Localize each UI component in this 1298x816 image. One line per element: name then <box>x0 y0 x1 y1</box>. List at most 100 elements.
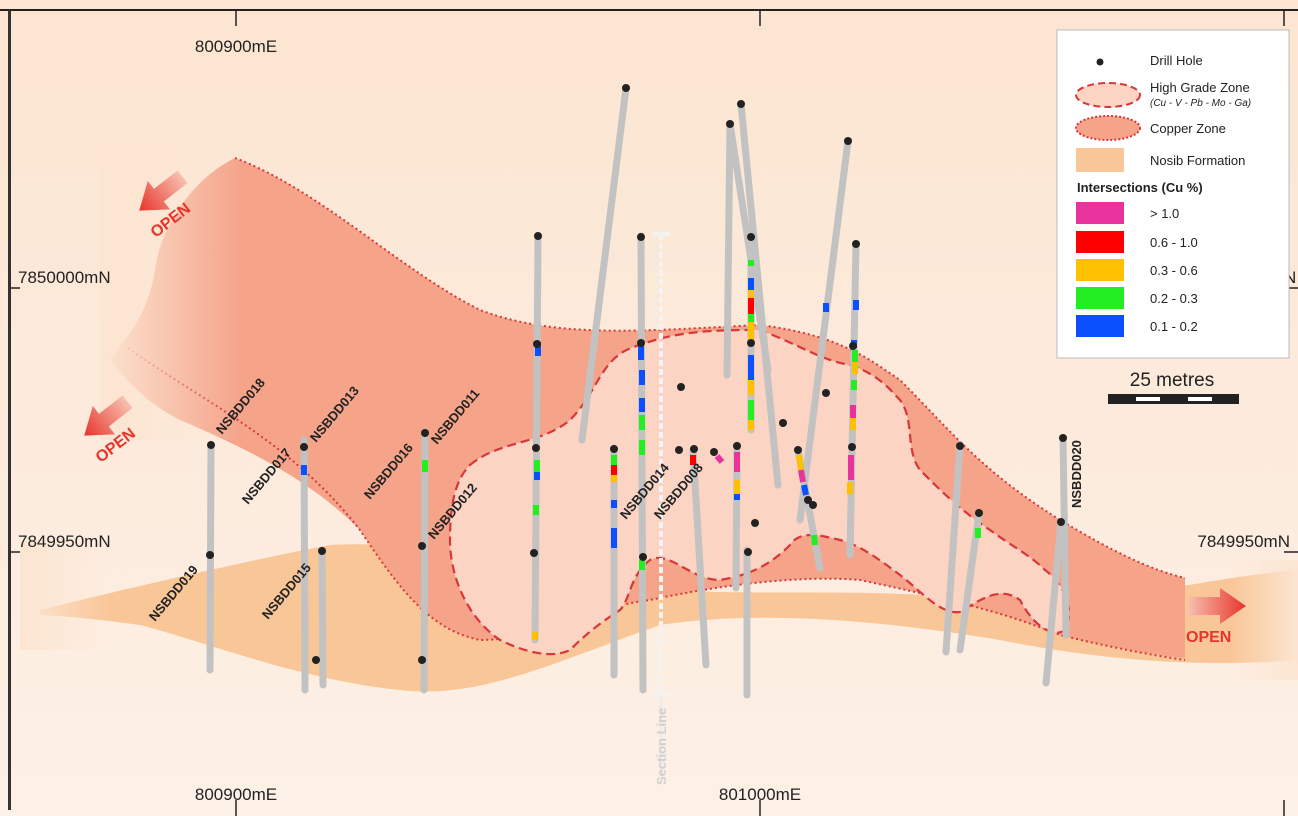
drill-trace <box>1059 434 1070 639</box>
legend-copper-zone-label: Copper Zone <box>1150 121 1226 136</box>
legend-intersections-title: Intersections (Cu %) <box>1077 180 1203 195</box>
legend-copper-zone-icon <box>1075 115 1141 141</box>
drill-collar <box>849 342 857 350</box>
map-border-left <box>8 10 11 810</box>
legend-label-01-02: 0.1 - 0.2 <box>1150 319 1198 334</box>
drill-collar <box>207 441 215 449</box>
drill-collar <box>421 429 429 437</box>
drill-collar <box>418 656 426 664</box>
drill-collar <box>637 233 645 241</box>
drill-collar <box>318 547 326 555</box>
legend: Drill Hole High Grade Zone (Cu - V - Pb … <box>1056 29 1290 359</box>
drill-trace <box>689 446 710 669</box>
drill-collar <box>975 509 983 517</box>
drill-collar <box>533 340 541 348</box>
legend-nosib-label: Nosib Formation <box>1150 153 1245 168</box>
nosib-fade-right <box>1230 560 1298 680</box>
drill-collar <box>733 442 741 450</box>
drill-collar <box>675 446 683 454</box>
coord-bottom-left-e: 800900mE <box>195 785 277 804</box>
scale-bar: 25 metres <box>1108 370 1239 404</box>
drill-collar <box>956 442 964 450</box>
legend-label-03-06: 0.3 - 0.6 <box>1150 263 1198 278</box>
legend-swatch-06-10 <box>1076 231 1124 253</box>
drill-trace <box>796 137 852 524</box>
drill-collar <box>622 84 630 92</box>
drill-collar <box>710 448 718 456</box>
nosib-fade-left <box>20 540 110 650</box>
drill-collar <box>677 383 685 391</box>
coord-left-lower-n: 7849950mN <box>18 532 111 551</box>
intersection-segment <box>801 484 809 496</box>
legend-swatch-03-06 <box>1076 259 1124 281</box>
drill-trace <box>318 546 327 689</box>
copper-zone-outline-bottom <box>127 347 1186 661</box>
drill-collar <box>804 496 812 504</box>
legend-swatch-01-02 <box>1076 315 1124 337</box>
drill-collar <box>610 445 618 453</box>
drill-collar <box>726 120 734 128</box>
open-arrow-right: OPEN <box>1186 588 1246 646</box>
drill-collar <box>737 100 745 108</box>
drill-collar <box>300 443 308 451</box>
drill-collar <box>779 419 787 427</box>
drill-collar <box>1059 434 1067 442</box>
open-label: OPEN <box>1186 629 1231 646</box>
drill-trace <box>300 436 309 694</box>
drill-trace <box>531 232 542 644</box>
drill-trace <box>578 84 630 444</box>
drill-collar <box>1057 518 1065 526</box>
drill-trace <box>420 428 429 694</box>
legend-drill-hole-icon <box>1096 58 1104 66</box>
drill-collar <box>747 339 755 347</box>
drill-trace <box>942 441 964 656</box>
intersection-segment <box>796 454 804 471</box>
hole-label-nsbdd020: NSBDD020 <box>1069 440 1084 508</box>
drill-collar <box>534 232 542 240</box>
drill-collar <box>744 548 752 556</box>
legend-high-grade-label: High Grade Zone <box>1150 80 1250 95</box>
coord-bottom-right-e: 801000mE <box>719 785 801 804</box>
drill-collar <box>848 443 856 451</box>
drill-trace <box>1042 518 1065 687</box>
legend-high-grade-elements: (Cu - V - Pb - Mo - Ga) <box>1150 98 1251 109</box>
drill-trace <box>723 120 734 379</box>
drill-collar <box>532 444 540 452</box>
legend-nosib-icon <box>1076 148 1124 172</box>
coord-top-left-e: 800900mE <box>195 37 277 56</box>
drill-collar <box>809 501 817 509</box>
drill-trace <box>846 240 860 559</box>
intersection-segment <box>798 469 806 483</box>
section-line-label: Section Line <box>654 708 669 785</box>
drill-collar <box>637 339 645 347</box>
intersection-segment <box>714 454 725 464</box>
legend-drill-hole-label: Drill Hole <box>1150 53 1203 68</box>
legend-label-02-03: 0.2 - 0.3 <box>1150 291 1198 306</box>
drill-traces <box>206 84 1070 699</box>
drill-collar <box>206 551 214 559</box>
intersection-segment <box>811 534 818 546</box>
coord-right-lower-n: 7849950mN <box>1197 532 1290 551</box>
intersections <box>301 260 981 640</box>
legend-label-gt1: > 1.0 <box>1150 206 1179 221</box>
drill-collars <box>206 84 1067 664</box>
scale-bar-label: 25 metres <box>1130 370 1214 391</box>
coord-left-upper-n: 7850000mN <box>18 268 111 287</box>
section-line: Section Line <box>652 232 670 785</box>
legend-high-grade-icon <box>1075 82 1141 108</box>
drill-collar <box>690 445 698 453</box>
drill-collar <box>794 446 802 454</box>
drill-collar <box>822 389 830 397</box>
drill-trace <box>637 232 647 694</box>
drill-collar <box>418 542 426 550</box>
drill-collar <box>852 240 860 248</box>
legend-swatch-02-03 <box>1076 287 1124 309</box>
drill-collar <box>844 137 852 145</box>
drill-collar <box>747 233 755 241</box>
legend-swatch-gt1 <box>1076 202 1124 224</box>
drill-collar <box>530 549 538 557</box>
legend-label-06-10: 0.6 - 1.0 <box>1150 235 1198 250</box>
drill-collar <box>312 656 320 664</box>
drill-collar <box>639 553 647 561</box>
